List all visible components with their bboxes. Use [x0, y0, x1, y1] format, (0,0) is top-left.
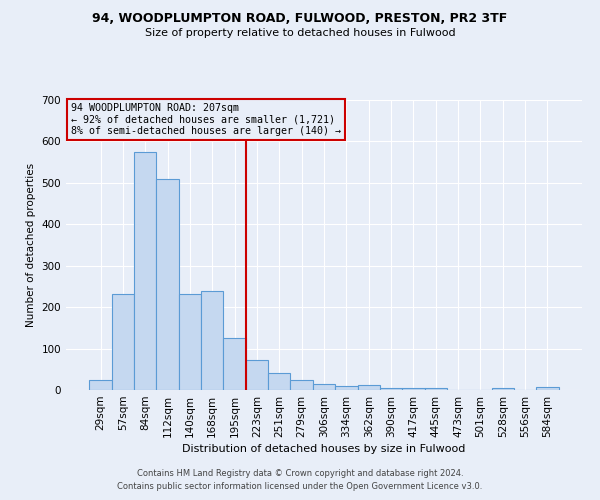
Bar: [157, 178, 179, 390]
Text: 94 WOODPLUMPTON ROAD: 207sqm
← 92% of detached houses are smaller (1,721)
8% of : 94 WOODPLUMPTON ROAD: 207sqm ← 92% of de…: [71, 103, 341, 136]
Bar: [290, 380, 313, 390]
X-axis label: Distribution of detached houses by size in Fulwood: Distribution of detached houses by size …: [182, 444, 466, 454]
Bar: [536, 387, 559, 390]
Bar: [313, 384, 335, 390]
Text: Size of property relative to detached houses in Fulwood: Size of property relative to detached ho…: [145, 28, 455, 38]
Bar: [402, 388, 425, 390]
Text: Contains public sector information licensed under the Open Government Licence v3: Contains public sector information licen…: [118, 482, 482, 491]
Bar: [491, 388, 514, 390]
Bar: [112, 294, 134, 390]
Bar: [425, 388, 447, 390]
Text: Contains HM Land Registry data © Crown copyright and database right 2024.: Contains HM Land Registry data © Crown c…: [137, 468, 463, 477]
Bar: [380, 388, 402, 390]
Bar: [246, 360, 268, 390]
Bar: [223, 338, 246, 390]
Bar: [134, 152, 157, 390]
Bar: [358, 385, 380, 390]
Bar: [335, 386, 358, 390]
Bar: [201, 290, 223, 390]
Bar: [268, 372, 290, 390]
Bar: [179, 294, 201, 390]
Bar: [89, 380, 112, 390]
Text: 94, WOODPLUMPTON ROAD, FULWOOD, PRESTON, PR2 3TF: 94, WOODPLUMPTON ROAD, FULWOOD, PRESTON,…: [92, 12, 508, 26]
Y-axis label: Number of detached properties: Number of detached properties: [26, 163, 36, 327]
